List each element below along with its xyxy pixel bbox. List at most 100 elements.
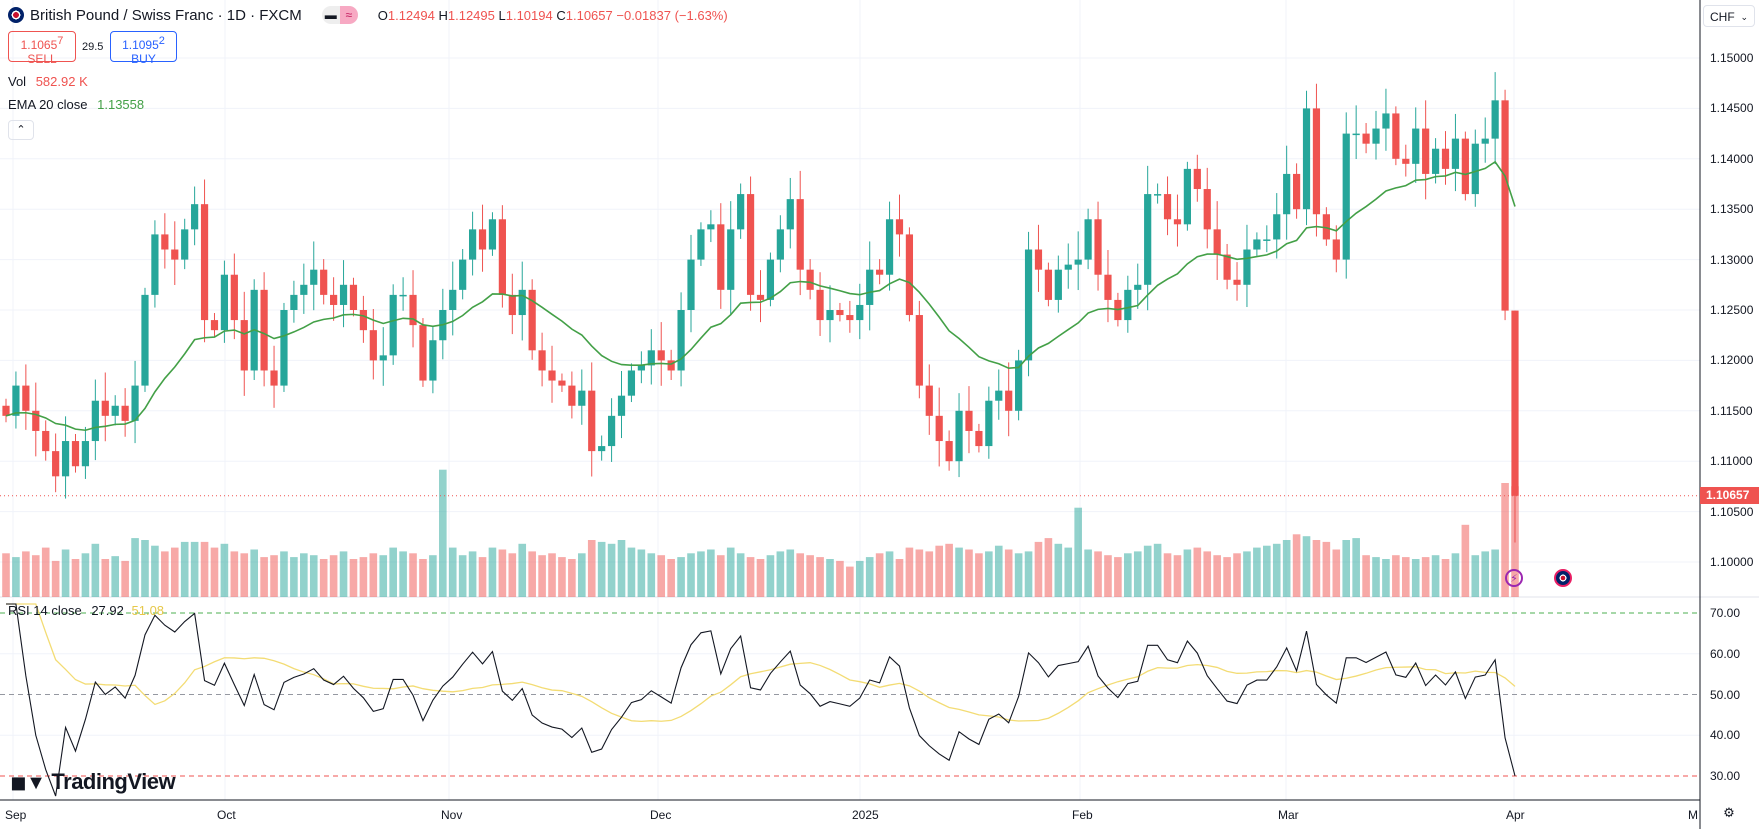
price-tick-label: 1.11000 (1710, 454, 1753, 469)
candle-body (290, 294, 298, 310)
rsi-legend[interactable]: RSI 14 close 27.92 51.08 (8, 603, 164, 618)
candle-body (42, 430, 50, 452)
candle-body (1144, 194, 1152, 285)
volume-bar (448, 547, 457, 597)
volume-bar (31, 555, 40, 597)
candle-body (1392, 113, 1400, 159)
volume-bar (1094, 551, 1102, 597)
volume-bar (1401, 557, 1410, 597)
volume-bar (1024, 551, 1033, 597)
volume-bar (131, 538, 139, 597)
candle-body (866, 269, 874, 305)
candle-body (965, 410, 973, 431)
currency-label: CHF (1710, 10, 1735, 24)
volume-bar (667, 559, 675, 597)
rsi-line (6, 603, 1516, 797)
symbol-legend: British Pound / Swiss Franc · 1D · FXCM … (8, 6, 728, 24)
volume-legend[interactable]: Vol 582.92 K (8, 74, 88, 89)
tradingview-logo[interactable]: ◼▼ TradingView (10, 769, 176, 795)
volume-bar (568, 559, 576, 597)
volume-bar (319, 559, 328, 597)
volume-bar (1233, 553, 1241, 597)
candle-body (1422, 128, 1430, 174)
volume-bar (1064, 547, 1073, 597)
candle-body (1203, 189, 1211, 230)
current-price-tag: 1.10657 (1700, 487, 1759, 505)
candle-body (399, 294, 407, 297)
ema-legend[interactable]: EMA 20 close 1.13558 (8, 97, 144, 112)
volume-bar (518, 543, 527, 597)
candle-body (240, 320, 248, 371)
currency-select[interactable]: CHF ⌄ (1703, 5, 1755, 27)
candle-body (419, 325, 427, 381)
candle-body (1005, 390, 1013, 411)
candle-body (1034, 249, 1043, 270)
candle-body (389, 294, 397, 356)
volume-bar (12, 557, 20, 597)
sell-button[interactable]: 1.10657 SELL (8, 31, 76, 66)
open-label: O (377, 7, 388, 23)
volume-bar (41, 547, 50, 597)
volume-bar (895, 559, 904, 597)
volume-bar (1382, 559, 1390, 597)
candle-body (478, 229, 487, 250)
candle-body (181, 229, 189, 260)
candle-body (1193, 168, 1201, 190)
volume-bar (865, 557, 874, 597)
volume-bar (975, 553, 983, 597)
volume-bar (1223, 557, 1231, 597)
legend-toggle[interactable]: ▬ ≈ (321, 6, 358, 24)
buy-button[interactable]: 1.10952 BUY (110, 31, 177, 66)
candle-body (349, 284, 358, 310)
volume-bar (1461, 524, 1470, 597)
volume-bar (22, 551, 30, 597)
volume-bar (597, 541, 606, 597)
volume-bar (1054, 543, 1063, 597)
volume-bar (1213, 555, 1221, 597)
volume-bar (1282, 540, 1291, 597)
candle-body (766, 259, 775, 300)
volume-bar (985, 551, 993, 597)
volume-bar (71, 559, 80, 597)
volume-bar (508, 553, 517, 597)
rsi-tick-label: 50.00 (1710, 687, 1741, 702)
volume-bar (141, 540, 149, 597)
volume-bar (488, 547, 497, 597)
candle-body (161, 234, 169, 250)
candle-body (1273, 214, 1281, 240)
candle-body (1382, 113, 1390, 129)
candle-body (171, 249, 179, 260)
volume-bar (816, 557, 824, 597)
candle-body (200, 204, 209, 321)
volume-bar (1322, 541, 1331, 597)
volume-bar (280, 551, 288, 597)
minus-icon[interactable]: ▬ (324, 8, 337, 22)
approx-icon[interactable]: ≈ (339, 6, 358, 24)
candle-body (637, 365, 645, 371)
candle-body (1263, 239, 1271, 241)
candle-body (121, 405, 129, 421)
candle-body (1134, 284, 1142, 290)
symbol-title[interactable]: British Pound / Swiss Franc · 1D · FXCM (30, 6, 302, 24)
candle-body (52, 451, 60, 477)
candle-body (1163, 194, 1172, 220)
volume-bar (1362, 555, 1370, 597)
candle-body (1471, 143, 1479, 195)
volume-bar (736, 553, 745, 597)
lightning-event-icon[interactable]: ⚡ (1505, 569, 1523, 587)
rsi-tick-label: 70.00 (1710, 606, 1741, 620)
candle-body (816, 289, 824, 321)
candle-body (856, 304, 864, 321)
candle-body (1253, 239, 1261, 250)
candle-body (578, 390, 586, 406)
collapse-legend-button[interactable]: ⌃ (8, 120, 34, 140)
chart-settings-icon[interactable]: ⚙ (1723, 805, 1735, 820)
candle-body (468, 229, 477, 260)
candle-body (1044, 269, 1053, 300)
volume-bar (389, 547, 397, 597)
volume-bar (439, 469, 447, 597)
uk-event-flag-icon[interactable] (1554, 569, 1572, 587)
volume-bar (1471, 555, 1480, 597)
volume-bar (587, 540, 596, 597)
